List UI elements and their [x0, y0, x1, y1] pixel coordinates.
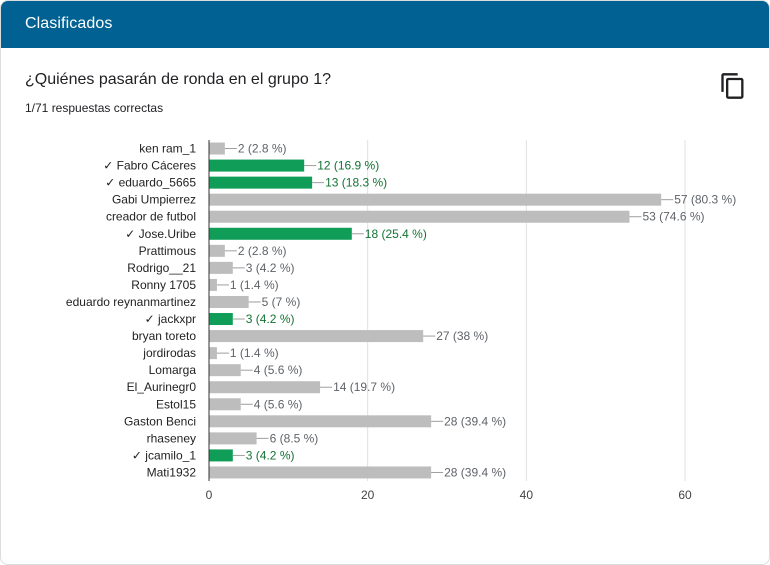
copy-chart-button[interactable]	[719, 72, 747, 100]
x-tick-label: 0	[206, 488, 213, 502]
bar-correct	[209, 313, 233, 326]
category-label: jordirodas	[142, 346, 196, 360]
category-label: ✓ Fabro Cáceres	[103, 159, 196, 173]
bar	[209, 142, 225, 155]
copy-icon	[721, 73, 744, 99]
category-name: Jose.Uribe	[139, 227, 197, 241]
category-label: rhaseney	[147, 431, 196, 445]
bar-correct	[209, 176, 313, 189]
data-label: 12 (16.9 %)	[317, 159, 379, 173]
header-title: Clasificados	[25, 15, 113, 32]
bar	[209, 278, 217, 291]
category-name: Fabro Cáceres	[117, 159, 196, 173]
category-name: jordirodas	[142, 346, 196, 360]
category-name: jackxpr	[157, 312, 196, 326]
data-label: 2 (2.8 %)	[238, 142, 287, 156]
category-name: eduardo_5665	[119, 176, 197, 190]
data-label: 57 (80.3 %)	[674, 193, 736, 207]
category-label: creador de futbol	[106, 210, 196, 224]
data-label: 28 (39.4 %)	[444, 414, 506, 428]
bar	[209, 210, 630, 223]
data-label: 3 (4.2 %)	[246, 261, 295, 275]
category-label: ✓ jackxpr	[145, 312, 196, 326]
category-name: Ronny 1705	[131, 278, 196, 292]
question-title: ¿Quiénes pasarán de ronda en el grupo 1?	[25, 71, 331, 88]
correct-check-mark: ✓	[105, 176, 118, 190]
bar-correct	[209, 159, 305, 172]
data-label: 28 (39.4 %)	[444, 465, 506, 479]
category-label: ✓ Jose.Uribe	[125, 227, 196, 241]
data-label: 5 (7 %)	[262, 295, 301, 309]
bar	[209, 415, 432, 428]
data-label: 6 (8.5 %)	[270, 431, 319, 445]
category-label: Gaston Benci	[124, 414, 196, 428]
card-header: Clasificados	[1, 1, 769, 48]
correct-check-mark: ✓	[125, 227, 138, 241]
data-label: 1 (1.4 %)	[230, 346, 279, 360]
data-label: 4 (5.6 %)	[254, 397, 303, 411]
category-name: bryan toreto	[132, 329, 196, 343]
category-label: ✓ eduardo_5665	[105, 176, 196, 190]
bar	[209, 466, 432, 479]
category-label: Lomarga	[149, 363, 197, 377]
bar	[209, 330, 424, 343]
x-tick-label: 40	[520, 488, 534, 502]
category-label: Rodrigo__21	[127, 261, 196, 275]
bar	[209, 364, 241, 377]
bar-correct	[209, 449, 233, 462]
category-label: El_Aurinegr0	[127, 380, 197, 394]
bar	[209, 432, 257, 445]
category-label: ✓ jcamilo_1	[132, 448, 196, 462]
bar	[209, 398, 241, 411]
category-name: ken ram_1	[139, 142, 196, 156]
category-label: ken ram_1	[139, 142, 196, 156]
category-name: Prattimous	[139, 244, 196, 258]
category-name: rhaseney	[147, 431, 196, 445]
data-label: 27 (38 %)	[436, 329, 488, 343]
x-tick-label: 20	[361, 488, 375, 502]
data-label: 2 (2.8 %)	[238, 244, 287, 258]
category-label: Prattimous	[139, 244, 196, 258]
category-name: eduardo reynanmartinez	[66, 295, 196, 309]
category-name: Lomarga	[149, 363, 197, 377]
x-tick-label: 60	[678, 488, 692, 502]
category-label: Gabi Umpierrez	[112, 193, 196, 207]
bar	[209, 244, 225, 257]
bar	[209, 381, 321, 394]
correct-check-mark: ✓	[145, 312, 158, 326]
bar-correct	[209, 227, 352, 240]
category-name: El_Aurinegr0	[127, 380, 197, 394]
correct-check-mark: ✓	[103, 159, 116, 173]
data-label: 1 (1.4 %)	[230, 278, 279, 292]
data-label: 3 (4.2 %)	[246, 448, 295, 462]
data-label: 53 (74.6 %)	[642, 210, 704, 224]
bar	[209, 295, 249, 308]
data-label: 14 (19.7 %)	[333, 380, 395, 394]
data-label: 18 (25.4 %)	[365, 227, 427, 241]
category-name: Gabi Umpierrez	[112, 193, 196, 207]
category-label: bryan toreto	[132, 329, 196, 343]
category-name: Mati1932	[147, 465, 197, 479]
category-name: Rodrigo__21	[127, 261, 196, 275]
category-label: Estol15	[156, 397, 196, 411]
category-name: Estol15	[156, 397, 196, 411]
data-label: 3 (4.2 %)	[246, 312, 295, 326]
category-name: creador de futbol	[106, 210, 196, 224]
category-label: Ronny 1705	[131, 278, 196, 292]
bar	[209, 347, 217, 360]
category-name: jcamilo_1	[144, 448, 196, 462]
bar	[209, 193, 662, 206]
bar	[209, 261, 233, 274]
data-label: 13 (18.3 %)	[325, 176, 387, 190]
correct-responses-count: 1/71 respuestas correctas	[25, 101, 164, 115]
correct-check-mark: ✓	[132, 448, 145, 462]
category-name: Gaston Benci	[124, 414, 196, 428]
data-label: 4 (5.6 %)	[254, 363, 303, 377]
category-label: Mati1932	[147, 465, 197, 479]
category-label: eduardo reynanmartinez	[66, 295, 196, 309]
